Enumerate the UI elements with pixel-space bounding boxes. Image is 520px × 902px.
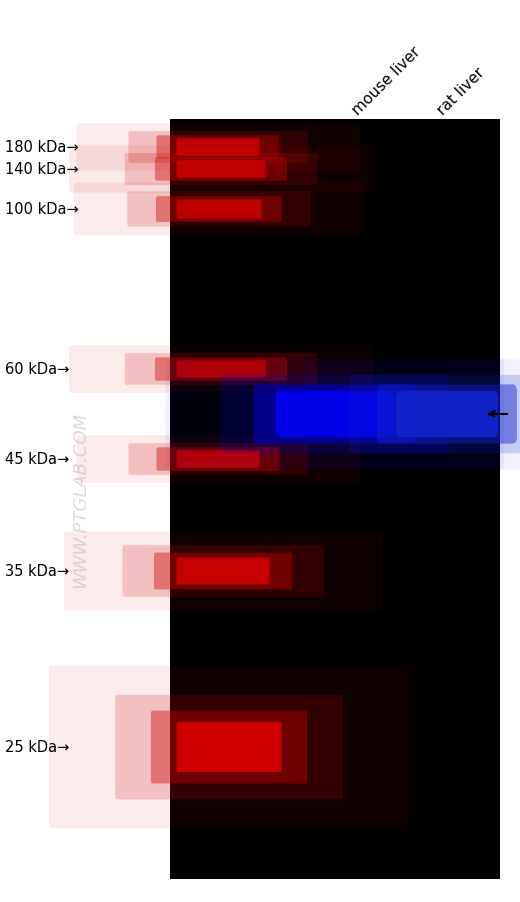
FancyBboxPatch shape xyxy=(155,358,287,382)
FancyBboxPatch shape xyxy=(127,192,311,227)
FancyBboxPatch shape xyxy=(254,385,416,444)
Text: WWW.PTGLAB.COM: WWW.PTGLAB.COM xyxy=(71,411,89,587)
FancyBboxPatch shape xyxy=(377,385,517,444)
FancyBboxPatch shape xyxy=(396,391,498,437)
Text: 60 kDa→: 60 kDa→ xyxy=(5,362,69,377)
FancyBboxPatch shape xyxy=(176,722,281,772)
Bar xyxy=(170,120,500,879)
FancyBboxPatch shape xyxy=(176,558,269,584)
FancyBboxPatch shape xyxy=(151,711,307,784)
FancyBboxPatch shape xyxy=(276,391,394,437)
FancyBboxPatch shape xyxy=(49,666,409,829)
FancyBboxPatch shape xyxy=(125,354,317,385)
FancyBboxPatch shape xyxy=(128,132,307,164)
FancyBboxPatch shape xyxy=(176,139,259,157)
FancyBboxPatch shape xyxy=(157,447,280,471)
Text: 140 kDa→: 140 kDa→ xyxy=(5,162,79,178)
FancyBboxPatch shape xyxy=(221,375,449,454)
FancyBboxPatch shape xyxy=(155,158,287,181)
FancyBboxPatch shape xyxy=(176,361,266,378)
FancyBboxPatch shape xyxy=(76,436,359,483)
FancyBboxPatch shape xyxy=(166,359,504,470)
Text: 180 kDa→: 180 kDa→ xyxy=(5,141,79,155)
FancyBboxPatch shape xyxy=(64,532,382,611)
FancyBboxPatch shape xyxy=(302,359,520,470)
FancyBboxPatch shape xyxy=(125,154,317,186)
Text: mouse liver: mouse liver xyxy=(350,44,424,118)
FancyBboxPatch shape xyxy=(156,197,282,223)
Text: 25 kDa→: 25 kDa→ xyxy=(5,740,69,755)
FancyBboxPatch shape xyxy=(74,183,364,236)
FancyBboxPatch shape xyxy=(154,553,292,590)
FancyBboxPatch shape xyxy=(69,345,373,393)
Text: 100 kDa→: 100 kDa→ xyxy=(5,202,79,217)
FancyBboxPatch shape xyxy=(122,546,323,597)
FancyBboxPatch shape xyxy=(349,375,520,454)
FancyBboxPatch shape xyxy=(76,124,359,171)
FancyBboxPatch shape xyxy=(69,146,373,194)
Text: rat liver: rat liver xyxy=(435,65,488,118)
FancyBboxPatch shape xyxy=(128,444,307,475)
Text: 45 kDa→: 45 kDa→ xyxy=(5,452,69,467)
FancyBboxPatch shape xyxy=(115,695,343,799)
FancyBboxPatch shape xyxy=(176,200,262,219)
FancyBboxPatch shape xyxy=(157,136,280,160)
Text: 35 kDa→: 35 kDa→ xyxy=(5,564,69,579)
FancyBboxPatch shape xyxy=(176,451,259,468)
FancyBboxPatch shape xyxy=(176,161,266,179)
